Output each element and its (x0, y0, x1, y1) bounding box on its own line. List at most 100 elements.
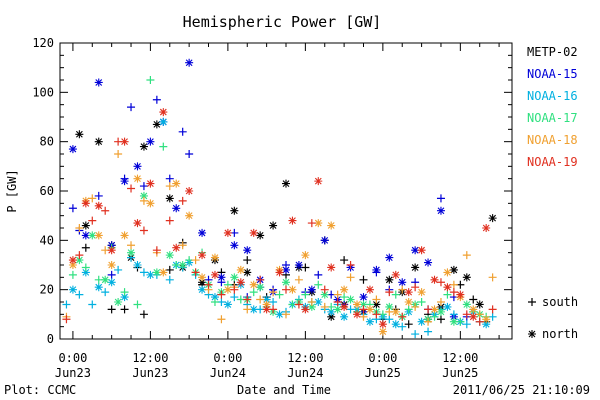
x-tick-label-date: Jun24 (210, 366, 246, 380)
north-point-noaa-18 (417, 288, 426, 297)
south-point-noaa-18 (372, 295, 381, 304)
north-point-noaa-18 (159, 268, 168, 277)
north-point-noaa-17 (230, 273, 239, 282)
north-point-noaa-19 (469, 312, 478, 321)
north-point-noaa-17 (114, 298, 123, 306)
north-point-noaa-17 (75, 256, 84, 265)
south-point-noaa-18 (346, 273, 355, 282)
south-point-noaa-17 (417, 298, 426, 306)
south-point-noaa-19 (411, 283, 420, 292)
north-point-noaa-18 (223, 285, 232, 294)
north-point-metp-02 (94, 137, 103, 146)
legend-entry: METP-02 (527, 45, 578, 59)
south-point-metp-02 (404, 320, 413, 329)
south-point-metp-02 (469, 295, 478, 304)
south-point-noaa-17 (210, 298, 219, 306)
south-point-noaa-16 (398, 322, 407, 331)
plot-area: 0204060801001200:00Jun2312:00Jun230:00Ju… (32, 36, 513, 380)
north-point-noaa-17 (256, 283, 265, 292)
north-point-noaa-15 (320, 236, 329, 245)
south-point-noaa-18 (307, 298, 316, 306)
x-tick-label-time: 12:00 (132, 351, 168, 365)
south-point-noaa-16 (385, 315, 394, 324)
north-point-noaa-18 (443, 268, 452, 277)
south-point-noaa-15 (127, 103, 136, 112)
south-point-noaa-16 (269, 298, 278, 306)
south-point-noaa-19 (127, 184, 136, 193)
north-point-noaa-16 (275, 310, 284, 319)
north-point-noaa-19 (159, 108, 168, 117)
north-point-noaa-15 (172, 204, 181, 213)
north-point-noaa-17 (462, 300, 471, 309)
south-point-metp-02 (81, 243, 90, 252)
north-point-metp-02 (372, 300, 381, 309)
north-point-noaa-15 (68, 145, 77, 154)
north-point-noaa-17 (152, 268, 161, 277)
south-point-noaa-17 (301, 290, 310, 299)
legend-entry: NOAA-18 (527, 133, 578, 147)
south-point-noaa-18 (333, 290, 342, 299)
south-point-noaa-19 (217, 290, 226, 299)
x-axis-label: Date and Time (237, 383, 331, 397)
south-point-noaa-15 (185, 150, 194, 158)
north-point-noaa-19 (391, 270, 400, 279)
north-point-noaa-18 (430, 305, 439, 314)
south-point-noaa-19 (475, 317, 484, 326)
north-point-noaa-18 (365, 305, 374, 314)
south-point-noaa-19 (230, 285, 239, 294)
north-point-noaa-19 (443, 283, 452, 292)
south-point-noaa-16 (462, 320, 471, 329)
north-point-noaa-19 (288, 216, 297, 225)
north-point-noaa-16 (314, 298, 323, 306)
x-tick-label-time: 12:00 (287, 351, 323, 365)
south-point-noaa-19 (101, 206, 110, 215)
north-point-noaa-15 (372, 265, 381, 274)
north-point-noaa-19 (120, 137, 129, 146)
north-point-noaa-16 (482, 320, 491, 329)
north-point-noaa-19 (353, 310, 362, 319)
south-point-noaa-15 (165, 174, 174, 183)
north-point-noaa-16 (327, 307, 336, 316)
south-point-noaa-19 (165, 216, 174, 225)
north-point-noaa-18 (482, 315, 491, 324)
south-point-noaa-19 (256, 275, 265, 284)
north-point-noaa-19 (172, 243, 181, 252)
south-point-noaa-19 (320, 285, 329, 294)
north-point-noaa-19 (210, 270, 219, 279)
south-point-noaa-19 (449, 288, 458, 297)
south-point-metp-02 (107, 305, 116, 314)
north-point-metp-02 (385, 275, 394, 284)
south-point-noaa-16 (165, 275, 174, 284)
north-point-noaa-16 (94, 283, 103, 292)
north-point-noaa-16 (81, 268, 90, 277)
north-point-noaa-18 (353, 300, 362, 309)
north-point-noaa-19 (81, 199, 90, 208)
south-point-noaa-18 (269, 288, 278, 297)
north-point-metp-02 (462, 273, 471, 282)
y-tick-label: 0 (47, 332, 54, 346)
south-point-noaa-17 (391, 290, 400, 299)
south-point-noaa-19 (462, 310, 471, 319)
south-point-noaa-17 (159, 142, 168, 151)
south-point-noaa-18 (462, 251, 471, 260)
south-point-noaa-19 (359, 305, 368, 314)
north-point-noaa-17 (436, 307, 445, 316)
north-point-noaa-17 (449, 317, 458, 326)
south-point-noaa-16 (62, 300, 71, 309)
south-point-noaa-18 (424, 317, 433, 326)
chart-title: Hemispheric Power [GW] (183, 13, 382, 31)
x-tick-label-date: Jun23 (55, 366, 91, 380)
y-tick-label: 40 (40, 233, 54, 247)
timestamp: 2011/06/25 21:10:09 (453, 383, 590, 397)
south-point-noaa-16 (114, 265, 123, 274)
north-point-noaa-17 (359, 300, 368, 309)
south-point-noaa-19 (139, 226, 148, 235)
south-point-noaa-15 (107, 270, 116, 279)
south-point-noaa-18 (320, 302, 329, 311)
north-point-noaa-18 (262, 300, 271, 309)
legend-entry: NOAA-17 (527, 111, 578, 125)
north-point-noaa-19 (262, 305, 271, 314)
series-legend: METP-02 NOAA-15 NOAA-16 NOAA-17 NOAA-18 NOAA-… (527, 45, 578, 169)
south-point-noaa-19 (88, 216, 97, 225)
south-point-noaa-17 (275, 290, 284, 299)
